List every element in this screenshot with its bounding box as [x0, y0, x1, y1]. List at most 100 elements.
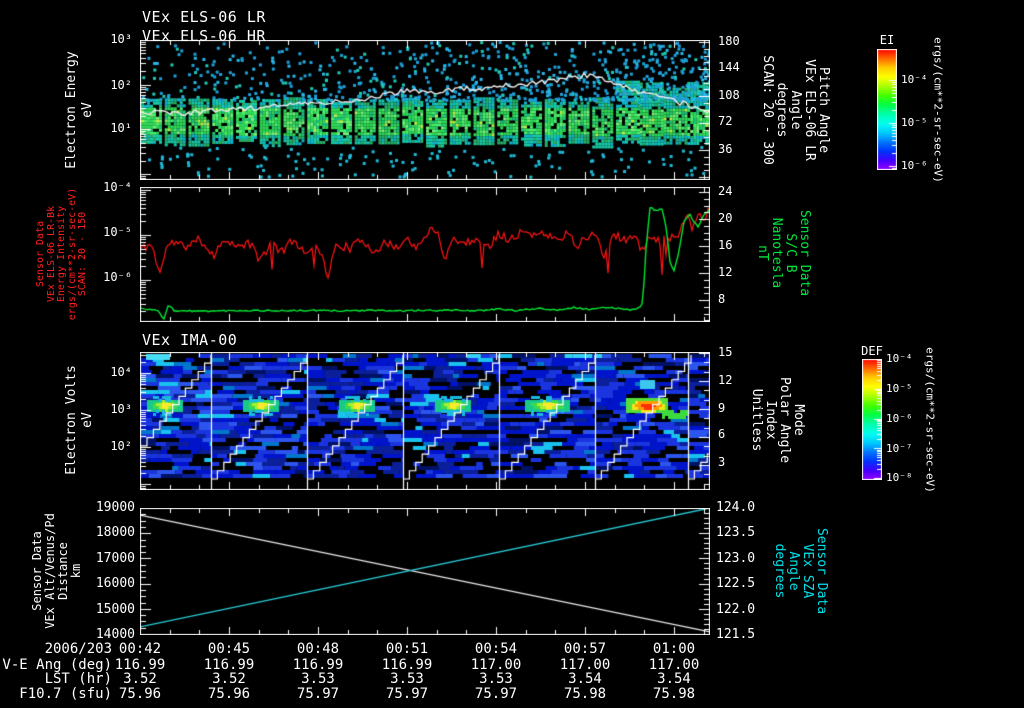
- def-cb-tick-1e-5: 10⁻⁵: [886, 382, 913, 395]
- def-cb-tick-1e-7: 10⁻⁷: [886, 442, 913, 455]
- row-value: 3.52: [123, 671, 157, 687]
- time-tick: 00:48: [296, 641, 340, 657]
- row-value: 75.96: [207, 686, 251, 702]
- row-value: 3.53: [479, 671, 513, 687]
- traj-rtick-122.0: 122.0: [716, 602, 756, 617]
- row-value: 116.99: [381, 657, 433, 673]
- label-line: Pitch Angle: [816, 66, 831, 154]
- label-line: Index: [763, 400, 778, 440]
- trajectory-line-canvas: [140, 508, 710, 635]
- row-value: 75.98: [563, 686, 607, 702]
- time-tick: 00:57: [563, 641, 607, 657]
- traj-ytick-19000: 19000: [95, 500, 135, 515]
- label-line: eV: [80, 102, 95, 118]
- row-value: 117.00: [559, 657, 611, 673]
- ima-rtick-3: 3: [718, 455, 726, 469]
- row-label-f107: F10.7 (sfu): [19, 686, 112, 702]
- bfield-ytick-1e-4: 10⁻⁴: [103, 180, 132, 194]
- traj-rtick-123.0: 123.0: [716, 551, 756, 566]
- label-line: VEx SZA: [800, 543, 815, 599]
- label-line: nT: [755, 245, 770, 261]
- def-cb-tick-1e-4: 10⁻⁴: [886, 352, 913, 365]
- traj-ytick-16000: 16000: [95, 576, 135, 591]
- panel1-title-hr: VEx ELS-06 HR: [142, 27, 266, 45]
- traj-ytick-14000: 14000: [95, 627, 135, 642]
- row-value: 75.97: [474, 686, 518, 702]
- label-line: SCAN: 20 - 300: [760, 55, 775, 165]
- label-line: Mode: [791, 404, 806, 436]
- label-line: Nanotesla: [769, 217, 784, 289]
- bfield-right-axis-label: Sensor Data S/C B Nanotesla nT: [755, 209, 812, 297]
- ima-ytick-1e2: 10²: [110, 439, 132, 453]
- row-value: 116.99: [203, 657, 255, 673]
- traj-rtick-124.0: 124.0: [716, 500, 756, 515]
- els-rtick-36: 36: [718, 142, 733, 156]
- row-value: 75.98: [652, 686, 696, 702]
- def-cb-tick-1e-6: 10⁻⁶: [886, 412, 913, 425]
- ima-right-axis-label: Mode Polar Angle Index Unitless: [749, 377, 806, 463]
- time-tick: 00:54: [474, 641, 518, 657]
- ima-y-axis-label: Electron Volts eV: [64, 365, 96, 475]
- bfield-line-canvas: [140, 187, 710, 322]
- date-label: 2006/203: [44, 641, 112, 657]
- els-ytick-1e1: 10¹: [110, 121, 132, 135]
- ei-cb-tick-1e-4: 10⁻⁴: [901, 73, 928, 86]
- row-value: 75.97: [385, 686, 429, 702]
- traj-rtick-121.5: 121.5: [716, 627, 756, 642]
- time-tick: 00:51: [385, 641, 429, 657]
- els-right-axis-label: Pitch Angle VEx ELS-06 LR Angle degrees …: [760, 55, 831, 165]
- ima-ytick-1e4: 10⁴: [110, 365, 132, 379]
- panel1-title-lr: VEx ELS-06 LR: [142, 8, 266, 26]
- def-colorbar-title: DEF: [861, 344, 883, 358]
- els-rtick-144: 144: [718, 60, 740, 74]
- ima-rtick-15: 15: [718, 345, 733, 359]
- ima-rtick-9: 9: [718, 401, 726, 415]
- row-value: 117.00: [470, 657, 522, 673]
- bfield-rtick-16: 16: [718, 238, 733, 252]
- ima-rtick-12: 12: [718, 373, 733, 387]
- ima-spectrogram-canvas: [140, 352, 710, 490]
- label-line: Electron Volts: [64, 365, 79, 475]
- row-label-ve-ang: V-E Ang (deg): [2, 657, 112, 673]
- els-ytick-1e3: 10³: [110, 32, 132, 46]
- bfield-rtick-12: 12: [718, 265, 733, 279]
- panel3-title: VEx IMA-00: [142, 331, 238, 349]
- label-line: degrees: [772, 543, 787, 599]
- label-line: S/C B: [783, 233, 798, 273]
- bfield-left-axis-label: Sensor Data VEx ELS-06 LR-Bk Energy Inte…: [34, 188, 89, 320]
- time-tick: 01:00: [652, 641, 696, 657]
- label-line: Sensor Data: [34, 220, 46, 288]
- label-line: Energy Intensity: [55, 205, 67, 303]
- label-line: Sensor Data: [814, 527, 829, 615]
- ima-rtick-6: 6: [718, 427, 726, 441]
- traj-rtick-122.5: 122.5: [716, 576, 756, 591]
- bfield-rtick-24: 24: [718, 184, 733, 198]
- bfield-rtick-20: 20: [718, 211, 733, 225]
- row-value: 3.52: [212, 671, 246, 687]
- def-cb-tick-1e-8: 10⁻⁸: [886, 471, 913, 484]
- ei-colorbar-units: ergs/(cm**2-sr-sec-eV): [931, 37, 945, 183]
- row-value: 3.53: [390, 671, 424, 687]
- row-label-lst: LST (hr): [44, 671, 112, 687]
- label-line: VEx ELS-06 LR: [802, 59, 817, 161]
- traj-ytick-18000: 18000: [95, 525, 135, 540]
- row-value: 75.96: [118, 686, 162, 702]
- label-line: Sensor Data: [797, 209, 812, 297]
- label-line: eV: [80, 412, 95, 428]
- els-rtick-72: 72: [718, 114, 733, 128]
- ei-colorbar: [877, 49, 897, 170]
- traj-ytick-17000: 17000: [95, 551, 135, 566]
- traj-rtick-123.5: 123.5: [716, 525, 756, 540]
- bfield-ytick-1e-6: 10⁻⁶: [103, 270, 132, 284]
- ei-colorbar-title: EI: [879, 33, 895, 47]
- row-value: 116.99: [292, 657, 344, 673]
- bfield-ytick-1e-5: 10⁻⁵: [103, 225, 132, 239]
- label-line: Angle: [788, 90, 803, 130]
- ei-cb-tick-1e-5: 10⁻⁵: [901, 116, 928, 129]
- row-value: 116.99: [114, 657, 166, 673]
- traj-right-axis-label: Sensor Data VEx SZA Angle degrees: [772, 527, 829, 615]
- label-line: Electron Energy: [64, 51, 79, 169]
- row-value: 3.54: [657, 671, 691, 687]
- row-value: 3.53: [301, 671, 335, 687]
